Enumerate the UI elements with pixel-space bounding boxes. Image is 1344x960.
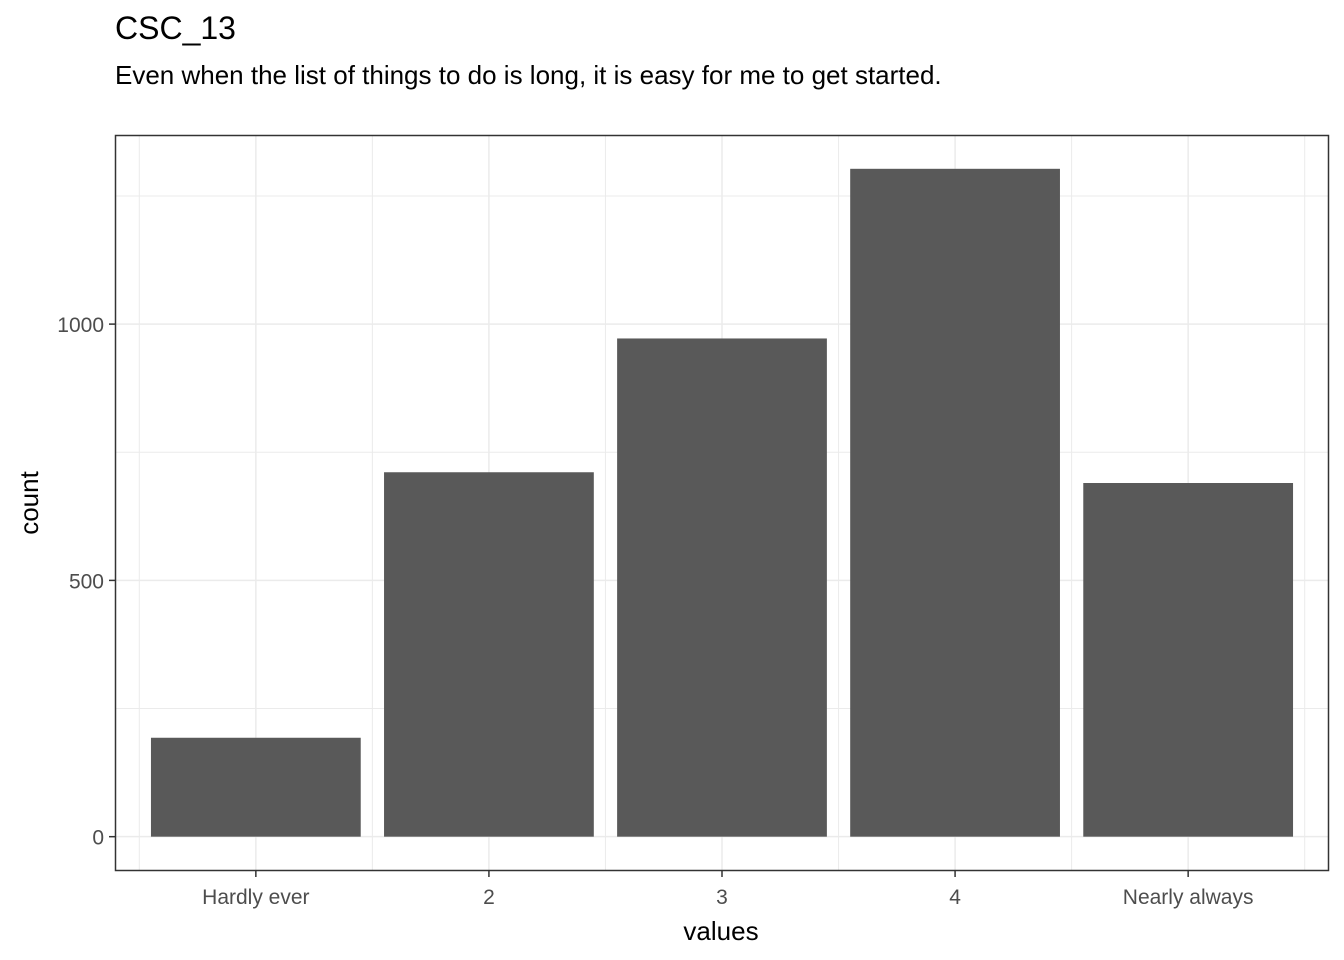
bar (617, 338, 827, 837)
chart-title: CSC_13 (115, 10, 236, 46)
x-tick-label: Nearly always (1123, 886, 1254, 909)
x-tick-label: Hardly ever (202, 886, 309, 909)
x-axis: Hardly ever 2 3 4 Nearly always (202, 870, 1254, 909)
x-tick-label: 3 (716, 886, 728, 909)
bars (150, 168, 1294, 837)
y-tick-label: 0 (92, 827, 104, 850)
bar (150, 737, 361, 837)
x-tick-label: 4 (949, 886, 961, 909)
x-axis-label: values (683, 916, 758, 946)
bar (384, 472, 594, 837)
x-tick-label: 2 (483, 886, 495, 909)
y-tick-label: 1000 (57, 314, 104, 337)
bar (850, 168, 1060, 837)
y-axis-label: count (14, 470, 44, 534)
y-axis: 0 500 1000 (57, 314, 116, 850)
y-tick-label: 500 (69, 570, 104, 593)
chart-subtitle: Even when the list of things to do is lo… (115, 60, 942, 90)
bar (1083, 483, 1294, 837)
